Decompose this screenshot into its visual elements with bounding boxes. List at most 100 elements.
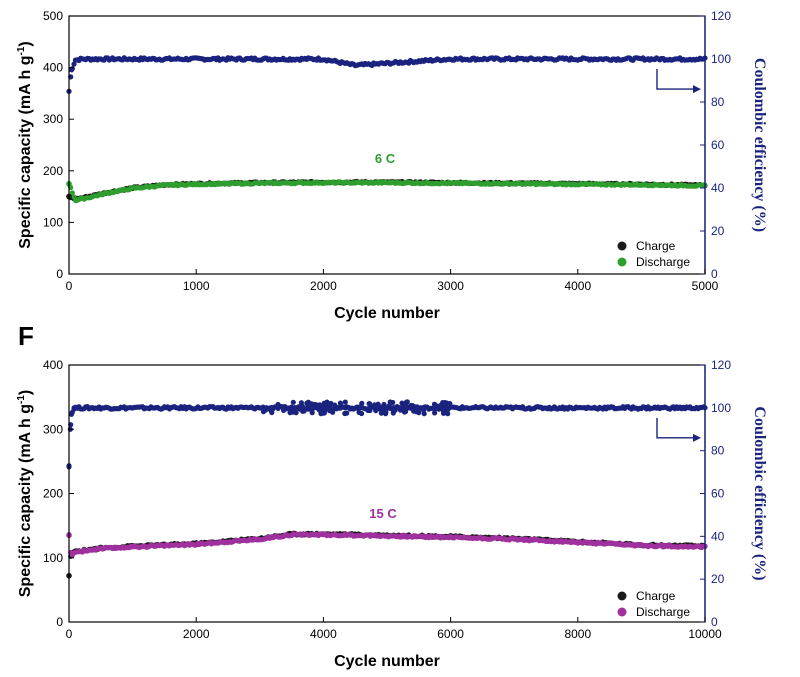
x-tick-label: 0: [66, 627, 73, 641]
efficiency-point: [378, 410, 384, 416]
x-tick-label: 6000: [437, 627, 464, 641]
efficiency-point: [421, 411, 427, 417]
efficiency-point: [287, 410, 293, 416]
efficiency-point: [275, 401, 281, 408]
efficiency-point: [328, 400, 334, 407]
efficiency-point: [381, 401, 387, 408]
y-tick-label: 200: [43, 487, 63, 501]
discharge-point: [69, 190, 75, 196]
legend-discharge-marker: [617, 607, 627, 617]
efficiency-point: [320, 410, 327, 416]
efficiency-point: [365, 407, 371, 413]
data-points: [66, 55, 708, 204]
y2-tick-label: 20: [711, 224, 725, 238]
y-tick-label: 100: [43, 551, 63, 565]
efficiency-point: [309, 410, 315, 416]
efficiency-point: [268, 408, 274, 414]
y2-tick-label: 60: [711, 138, 725, 152]
efficiency-point: [403, 403, 409, 409]
legend: Charge Discharge: [617, 239, 690, 269]
y-tick-label: 300: [43, 422, 63, 436]
efficiency-point: [444, 400, 450, 406]
legend-charge-marker: [617, 591, 627, 601]
plot-frame: [68, 15, 706, 275]
efficiency-point: [373, 408, 379, 414]
efficiency-point: [68, 411, 75, 417]
efficiency-point: [359, 410, 365, 417]
efficiency-point: [290, 399, 296, 405]
y2-tick-label: 80: [711, 95, 725, 109]
y2-tick-label: 40: [711, 181, 725, 195]
efficiency-point: [440, 400, 446, 406]
x-tick-label: 5000: [692, 279, 719, 293]
rate-annotation: 15 C: [369, 506, 397, 521]
efficiency-point: [68, 67, 75, 73]
efficiency-arrow: [656, 69, 693, 90]
rate-annotation: 6 C: [375, 151, 396, 166]
efficiency-point: [397, 407, 404, 413]
efficiency-point: [440, 410, 447, 416]
efficiency-arrow: [656, 417, 693, 439]
efficiency-point: [309, 401, 315, 407]
y-tick-label: 400: [43, 61, 63, 75]
efficiency-point: [399, 400, 405, 406]
y-tick-label: 400: [43, 358, 63, 372]
efficiency-point: [72, 57, 78, 63]
y2-tick-label: 20: [711, 572, 725, 586]
x-tick-label: 10000: [688, 627, 722, 641]
y2-tick-label: 80: [711, 444, 725, 458]
x-tick-label: 2000: [310, 279, 337, 293]
efficiency-point: [344, 410, 350, 416]
x-axis-label: Cycle number: [334, 653, 440, 670]
efficiency-point: [433, 403, 439, 409]
efficiency-point: [260, 409, 267, 415]
legend: Charge Discharge: [617, 589, 690, 619]
y2-tick-label: 100: [711, 401, 731, 415]
x-tick-label: 4000: [310, 627, 337, 641]
efficiency-point: [71, 61, 77, 67]
y2-tick-label: 60: [711, 487, 725, 501]
efficiency-point: [342, 399, 348, 405]
efficiency-point: [281, 407, 287, 413]
efficiency-point: [359, 400, 365, 406]
efficiency-point: [293, 410, 299, 416]
y2-tick-label: 0: [711, 615, 718, 629]
efficiency-point: [316, 407, 322, 413]
y-tick-label: 0: [56, 615, 63, 629]
legend-charge-marker: [617, 241, 627, 251]
panel-letter: F: [18, 321, 34, 351]
efficiency-point: [372, 402, 378, 408]
y-tick-label: 300: [43, 112, 63, 126]
efficiency-point: [410, 403, 416, 409]
x-tick-label: 1000: [183, 279, 210, 293]
efficiency-point: [383, 409, 389, 415]
efficiency-point: [298, 400, 304, 406]
y2-tick-label: 40: [711, 529, 725, 543]
efficiency-point: [71, 405, 77, 411]
x-tick-label: 0: [66, 279, 73, 293]
legend-discharge-label: Discharge: [636, 255, 690, 269]
chart-panel-bottom: F0 2000 4000 6000 8000 1000001002003004000204…: [16, 321, 768, 670]
data-points: [66, 399, 708, 579]
legend-charge-label: Charge: [636, 589, 676, 603]
efficiency-point: [301, 408, 307, 414]
x-axis-label: Cycle number: [334, 305, 440, 322]
efficiency-point: [337, 400, 343, 406]
y-tick-label: 0: [56, 267, 63, 281]
x-tick-label: 8000: [564, 627, 591, 641]
efficiency-point: [367, 401, 373, 407]
efficiency-point: [387, 399, 393, 405]
legend-discharge-marker: [617, 257, 627, 267]
y2-tick-label: 120: [711, 358, 731, 372]
plot-frame: [68, 364, 706, 623]
y2-axis-label: Coulombic efficiency (%): [751, 406, 768, 580]
efficiency-point: [326, 408, 333, 414]
efficiency-point: [413, 408, 420, 414]
y-tick-label: 100: [43, 215, 63, 229]
efficiency-point: [432, 410, 438, 416]
arrow-head: [693, 433, 701, 442]
x-tick-label: 3000: [437, 279, 464, 293]
efficiency-point: [403, 408, 409, 415]
y2-tick-label: 0: [711, 267, 718, 281]
